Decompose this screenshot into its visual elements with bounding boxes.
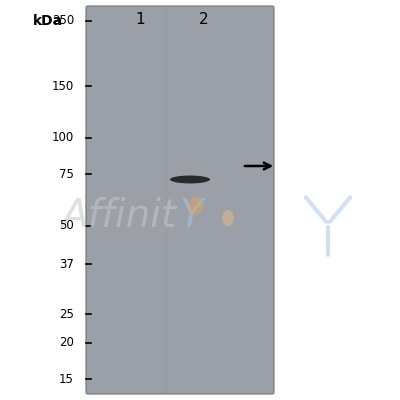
Text: 25: 25 <box>59 308 74 321</box>
Text: 37: 37 <box>59 258 74 271</box>
Text: 50: 50 <box>59 220 74 232</box>
Text: Affinit: Affinit <box>61 197 176 235</box>
Ellipse shape <box>189 197 203 215</box>
Ellipse shape <box>222 210 234 226</box>
Text: Y: Y <box>180 197 204 235</box>
Text: 100: 100 <box>52 131 74 144</box>
Text: 250: 250 <box>52 14 74 28</box>
Text: 20: 20 <box>59 336 74 349</box>
Text: kDa: kDa <box>33 14 63 28</box>
FancyBboxPatch shape <box>86 6 274 394</box>
Text: 75: 75 <box>59 168 74 181</box>
Text: 2: 2 <box>199 12 209 27</box>
Text: 1: 1 <box>135 12 145 27</box>
Ellipse shape <box>170 176 210 184</box>
Text: 15: 15 <box>59 373 74 386</box>
Text: 150: 150 <box>52 80 74 92</box>
